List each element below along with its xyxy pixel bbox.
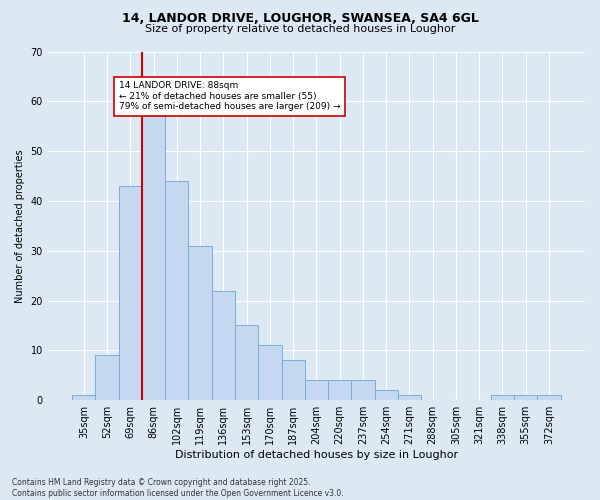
Bar — [212, 290, 235, 400]
Bar — [165, 181, 188, 400]
Bar — [188, 246, 212, 400]
Bar — [328, 380, 351, 400]
Text: Contains HM Land Registry data © Crown copyright and database right 2025.
Contai: Contains HM Land Registry data © Crown c… — [12, 478, 344, 498]
Bar — [491, 395, 514, 400]
Bar — [258, 346, 281, 400]
Bar — [142, 116, 165, 400]
Bar — [351, 380, 374, 400]
Bar — [281, 360, 305, 400]
Bar — [235, 326, 258, 400]
Text: Size of property relative to detached houses in Loughor: Size of property relative to detached ho… — [145, 24, 455, 34]
Bar — [72, 395, 95, 400]
X-axis label: Distribution of detached houses by size in Loughor: Distribution of detached houses by size … — [175, 450, 458, 460]
Text: 14, LANDOR DRIVE, LOUGHOR, SWANSEA, SA4 6GL: 14, LANDOR DRIVE, LOUGHOR, SWANSEA, SA4 … — [122, 12, 478, 26]
Bar — [514, 395, 538, 400]
Bar — [119, 186, 142, 400]
Bar — [398, 395, 421, 400]
Text: 14 LANDOR DRIVE: 88sqm
← 21% of detached houses are smaller (55)
79% of semi-det: 14 LANDOR DRIVE: 88sqm ← 21% of detached… — [119, 82, 340, 111]
Bar — [95, 356, 119, 400]
Bar — [538, 395, 560, 400]
Bar — [374, 390, 398, 400]
Bar — [305, 380, 328, 400]
Y-axis label: Number of detached properties: Number of detached properties — [15, 149, 25, 302]
